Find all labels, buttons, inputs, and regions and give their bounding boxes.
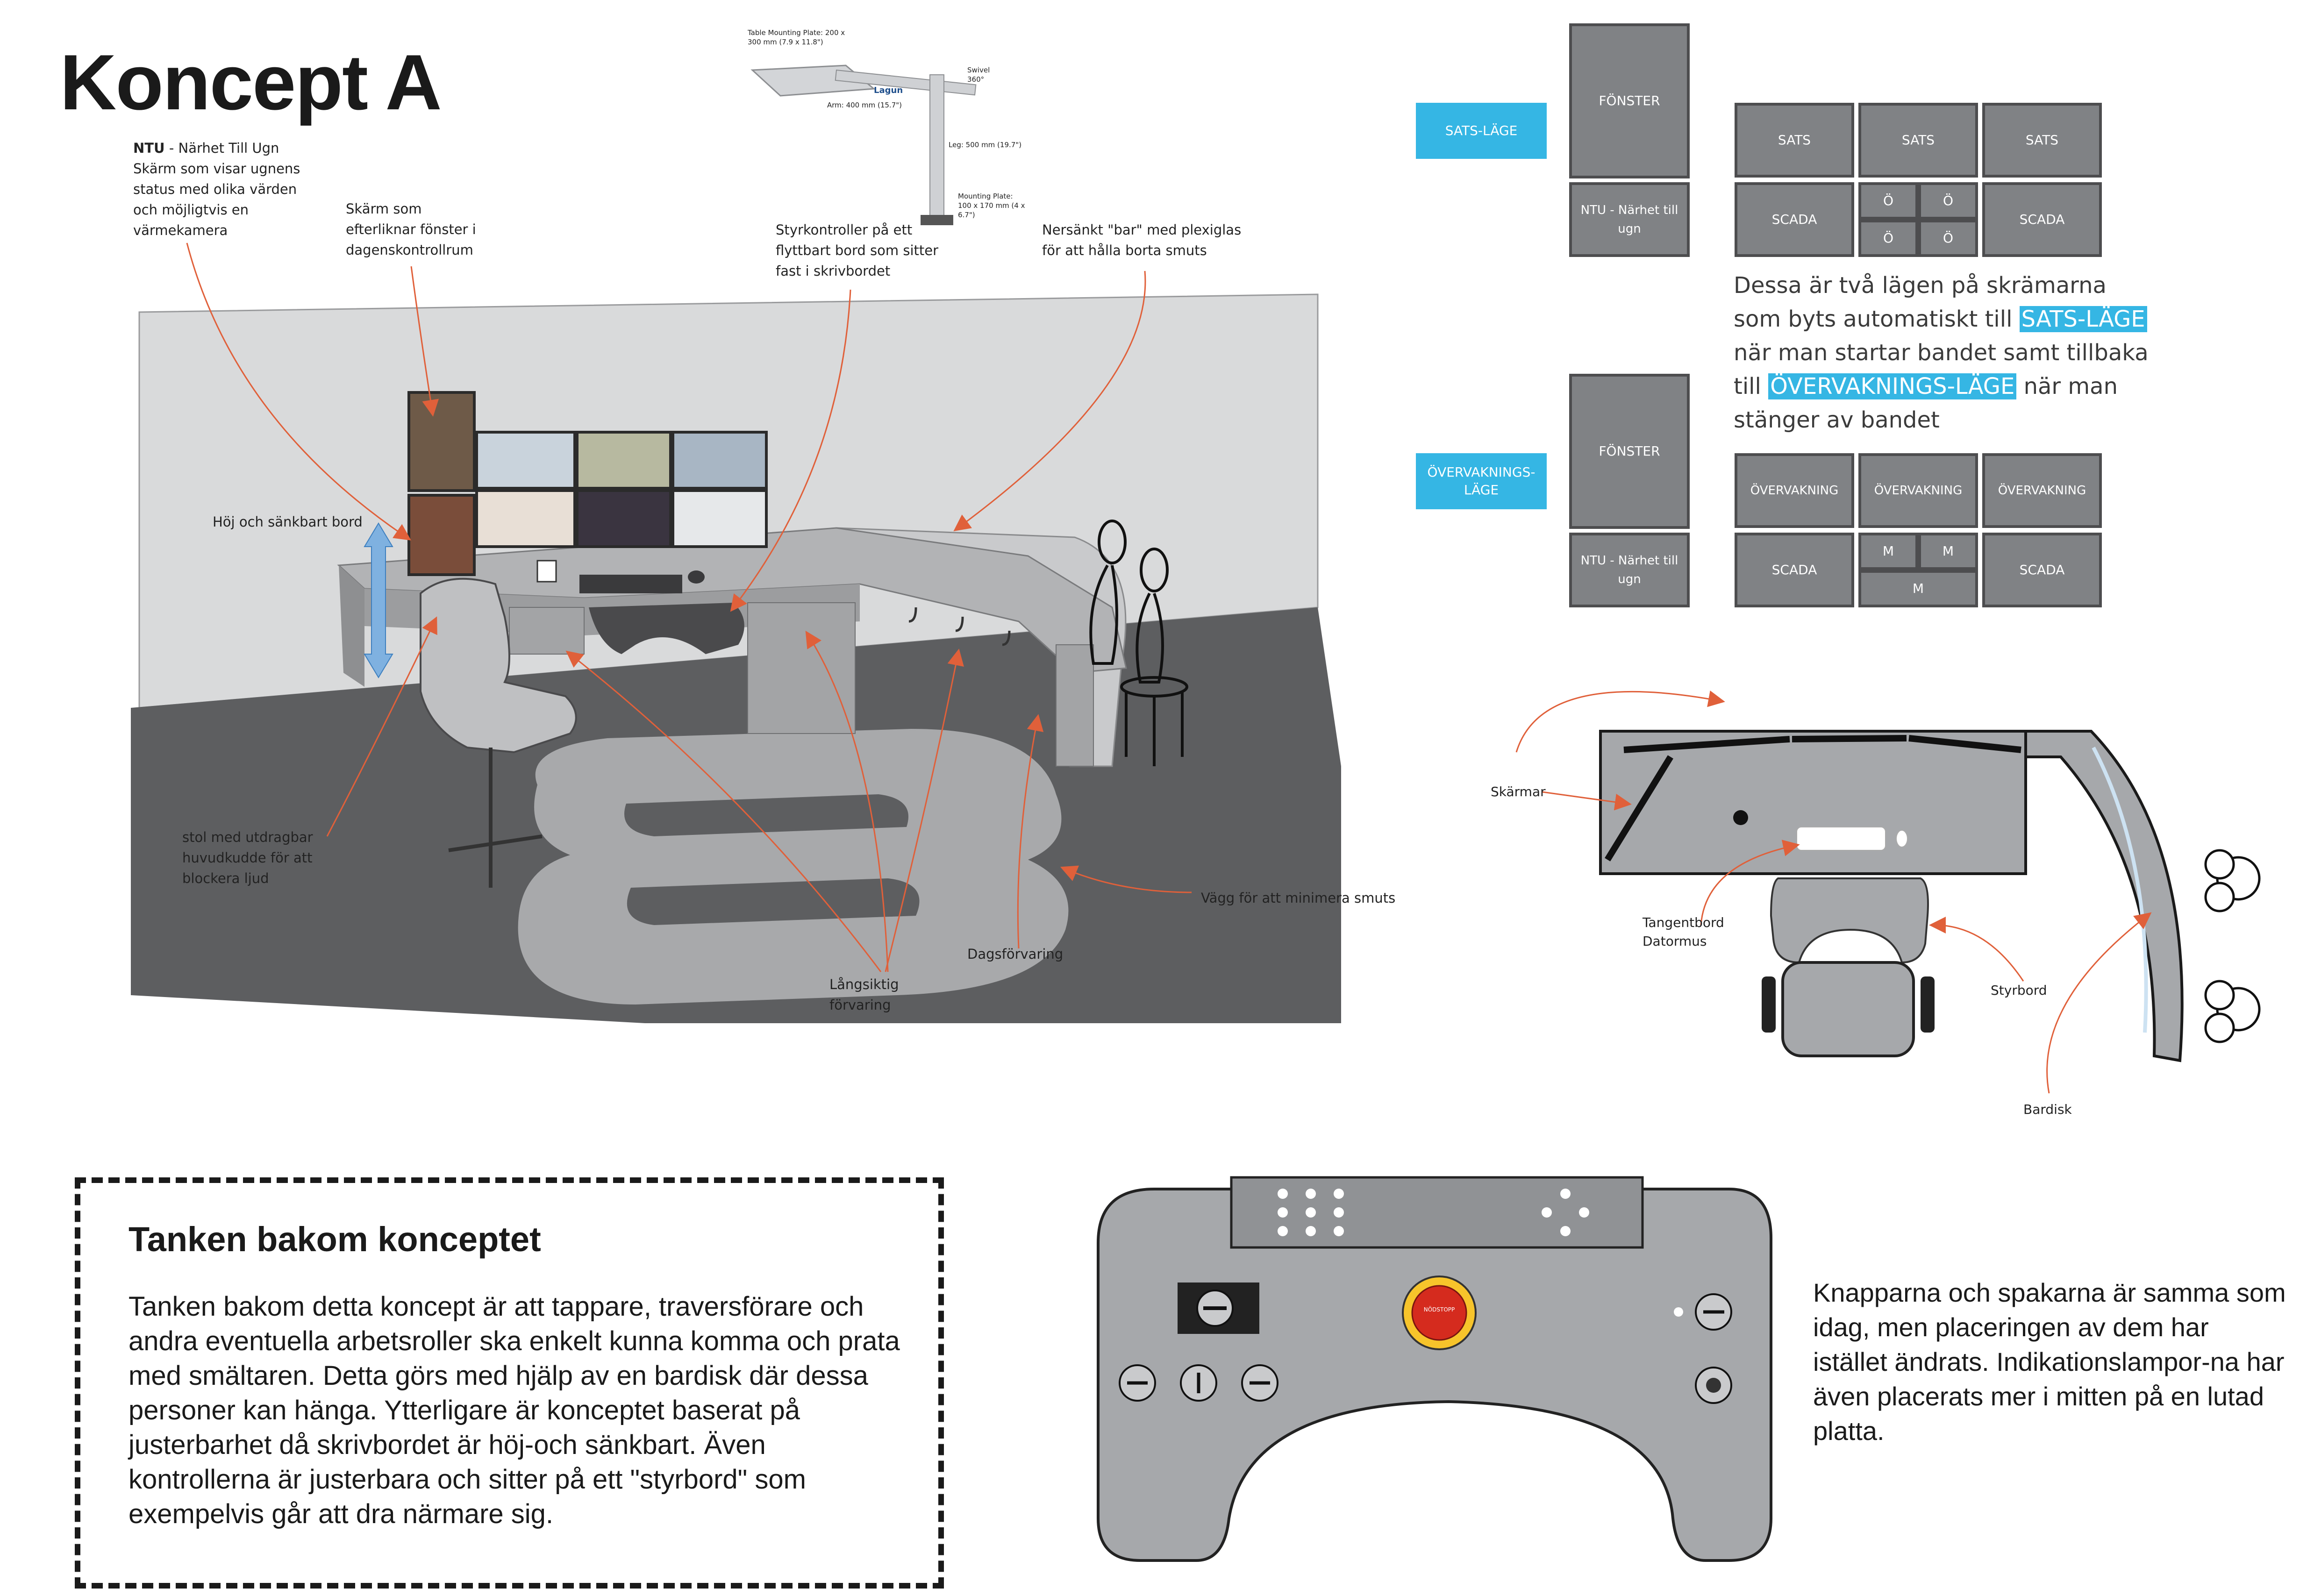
panel-body <box>1097 1188 1772 1562</box>
floor-logo <box>518 729 1069 1005</box>
sats-box-2: SATS <box>1858 103 1978 178</box>
overv-box-2: ÖVERVAKNING <box>1858 453 1978 528</box>
height-table-annotation: Höj och sänkbart bord <box>213 514 363 530</box>
keyboard <box>579 575 682 593</box>
overv-m-3: M <box>1858 570 1978 607</box>
overv-box-3: ÖVERVAKNING <box>1982 453 2102 528</box>
control-table-3d <box>589 603 744 654</box>
plan-control-table <box>1770 877 1929 964</box>
concept-heading: Tanken bakom konceptet <box>129 1220 541 1259</box>
long-storage-annotation: Långsiktig förvaring <box>829 976 899 1013</box>
mouse <box>688 570 705 584</box>
overv-box-1: ÖVERVAKNING <box>1735 453 1854 528</box>
plan-bar-label: Bardisk <box>2023 1102 2072 1117</box>
sats-fonster-box: FÖNSTER <box>1569 23 1690 178</box>
sats-ntu-box: NTU - Närhet till ugn <box>1569 182 1690 257</box>
overv-m-2: M <box>1918 533 1978 570</box>
mount-swivel-label: Swivel 360° <box>967 66 990 84</box>
office-chair <box>420 577 577 754</box>
ntu-annotation: NTU - Närhet Till Ugn Skärm som visar ugn… <box>133 140 300 238</box>
mount-plate-top-label: Table Mounting Plate: 200 x 300 mm (7.9 … <box>748 28 845 46</box>
panel-description: Knapparna och spakarna är samma som idag… <box>1813 1278 2286 1446</box>
plan-people <box>2204 849 2261 1043</box>
sunken-bar-annotation: Nersänkt "bar" med plexiglas för att hål… <box>1042 222 1242 258</box>
monitor-6 <box>671 489 768 548</box>
sats-scada-left: SCADA <box>1735 182 1854 257</box>
window-screen-annotation: Skärm som efterliknar fönster i dagensko… <box>346 201 476 258</box>
monitor-1 <box>475 431 576 490</box>
estop-label: NÖDSTOPP <box>1423 1306 1455 1313</box>
plan-mouse-label: Datormus <box>1643 933 1707 949</box>
plan-control-table-label: Styrbord <box>1991 983 2047 998</box>
indicator-plate <box>1230 1176 1644 1249</box>
sats-box-3: SATS <box>1982 103 2102 178</box>
estop-button <box>1411 1285 1467 1341</box>
sats-scada-right: SCADA <box>1982 182 2102 257</box>
overv-scada-right: SCADA <box>1982 533 2102 607</box>
mount-plate-bottom-label: Mounting Plate: 100 x 170 mm (4 x 6.7") <box>958 192 1025 219</box>
concept-text: Tanken bakom detta koncept är att tappar… <box>129 1291 900 1529</box>
sats-box-1: SATS <box>1735 103 1854 178</box>
sats-o-2: Ö <box>1918 182 1978 220</box>
overv-mode-label: ÖVERVAKNINGS-LÄGE <box>1416 453 1547 509</box>
overv-m-1: M <box>1858 533 1918 570</box>
mount-arm-label: Arm: 400 mm (15.7") <box>827 101 902 109</box>
mount-brand: Lagun <box>874 86 903 95</box>
controller-table-annotation: Styrkontroller på ett flyttbart bord som… <box>776 222 939 279</box>
monitor-5 <box>576 489 672 548</box>
daily-storage-annotation: Dagsförvaring <box>967 946 1064 962</box>
concept-box <box>75 1177 944 1589</box>
monitor-ntu <box>407 391 476 492</box>
wall-annotation: Vägg för att minimera smuts <box>1201 890 1396 906</box>
overv-ntu-box: NTU - Närhet till ugn <box>1569 533 1690 607</box>
plan-chair <box>1781 961 1915 1057</box>
overv-scada-left: SCADA <box>1735 533 1854 607</box>
page-title: Koncept A <box>60 38 442 126</box>
mount-leg-label: Leg: 500 mm (19.7") <box>949 141 1022 149</box>
monitor-2 <box>576 431 672 490</box>
plan-bar <box>2024 730 2184 1062</box>
chair-annotation: stol med utdragbar huvudkudde för att bl… <box>182 829 313 886</box>
monitor-4 <box>475 489 576 548</box>
sats-o-3: Ö <box>1858 220 1918 257</box>
monitor-3 <box>671 431 768 490</box>
sats-o-4: Ö <box>1918 220 1978 257</box>
visitor-figures <box>1089 520 1188 766</box>
modes-description: Dessa är två lägen på skrämarna som byts… <box>1734 272 2149 433</box>
sats-o-1: Ö <box>1858 182 1918 220</box>
cup <box>536 560 557 583</box>
lamp <box>1674 1307 1683 1317</box>
overv-fonster-box: FÖNSTER <box>1569 374 1690 529</box>
sats-mode-label: SATS-LÄGE <box>1416 103 1547 159</box>
plan-keyboard-label: Tangentbord <box>1643 915 1724 930</box>
plan-screens-label: Skärmar <box>1491 784 1546 799</box>
